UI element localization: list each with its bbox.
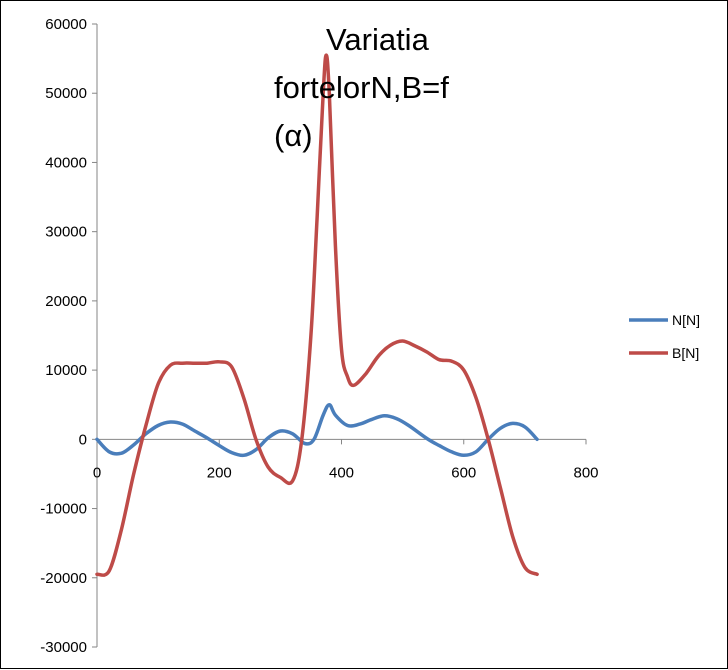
y-tick-label: -20000 bbox=[40, 570, 87, 587]
y-tick-labels: 60000 50000 40000 30000 20000 10000 0 -10000 -20… bbox=[40, 16, 97, 656]
chart-title: Variatia fortelorN,B=f (α) bbox=[274, 22, 449, 153]
x-tick-label: 0 bbox=[93, 464, 101, 481]
x-tick-label: 600 bbox=[451, 464, 476, 481]
chart-title-line: fortelorN,B=f bbox=[274, 70, 449, 105]
chart-title-line: (α) bbox=[274, 118, 313, 153]
y-tick-label: 20000 bbox=[45, 293, 87, 310]
series-line-n bbox=[95, 402, 539, 458]
y-tick-label: 30000 bbox=[45, 224, 87, 241]
y-tick-label: 60000 bbox=[45, 16, 87, 33]
y-tick-label: -10000 bbox=[40, 501, 87, 518]
x-tick-label: 200 bbox=[207, 464, 232, 481]
legend-label: B[N] bbox=[672, 345, 699, 361]
y-tick-label: 10000 bbox=[45, 362, 87, 379]
chart-title-line: Variatia bbox=[326, 22, 430, 57]
series-layer bbox=[95, 53, 539, 577]
x-tick-labels: 0 200 400 600 800 bbox=[93, 439, 599, 481]
y-tick-label: 40000 bbox=[45, 154, 87, 171]
x-tick-label: 800 bbox=[573, 464, 598, 481]
y-tick-label: -30000 bbox=[40, 639, 87, 656]
legend-label: N[N] bbox=[672, 312, 700, 328]
legend: N[N] B[N] bbox=[629, 312, 700, 361]
series-line-b bbox=[95, 53, 539, 577]
y-tick-label: 50000 bbox=[45, 85, 87, 102]
x-tick-label: 400 bbox=[329, 464, 354, 481]
y-tick-label: 0 bbox=[79, 431, 87, 448]
